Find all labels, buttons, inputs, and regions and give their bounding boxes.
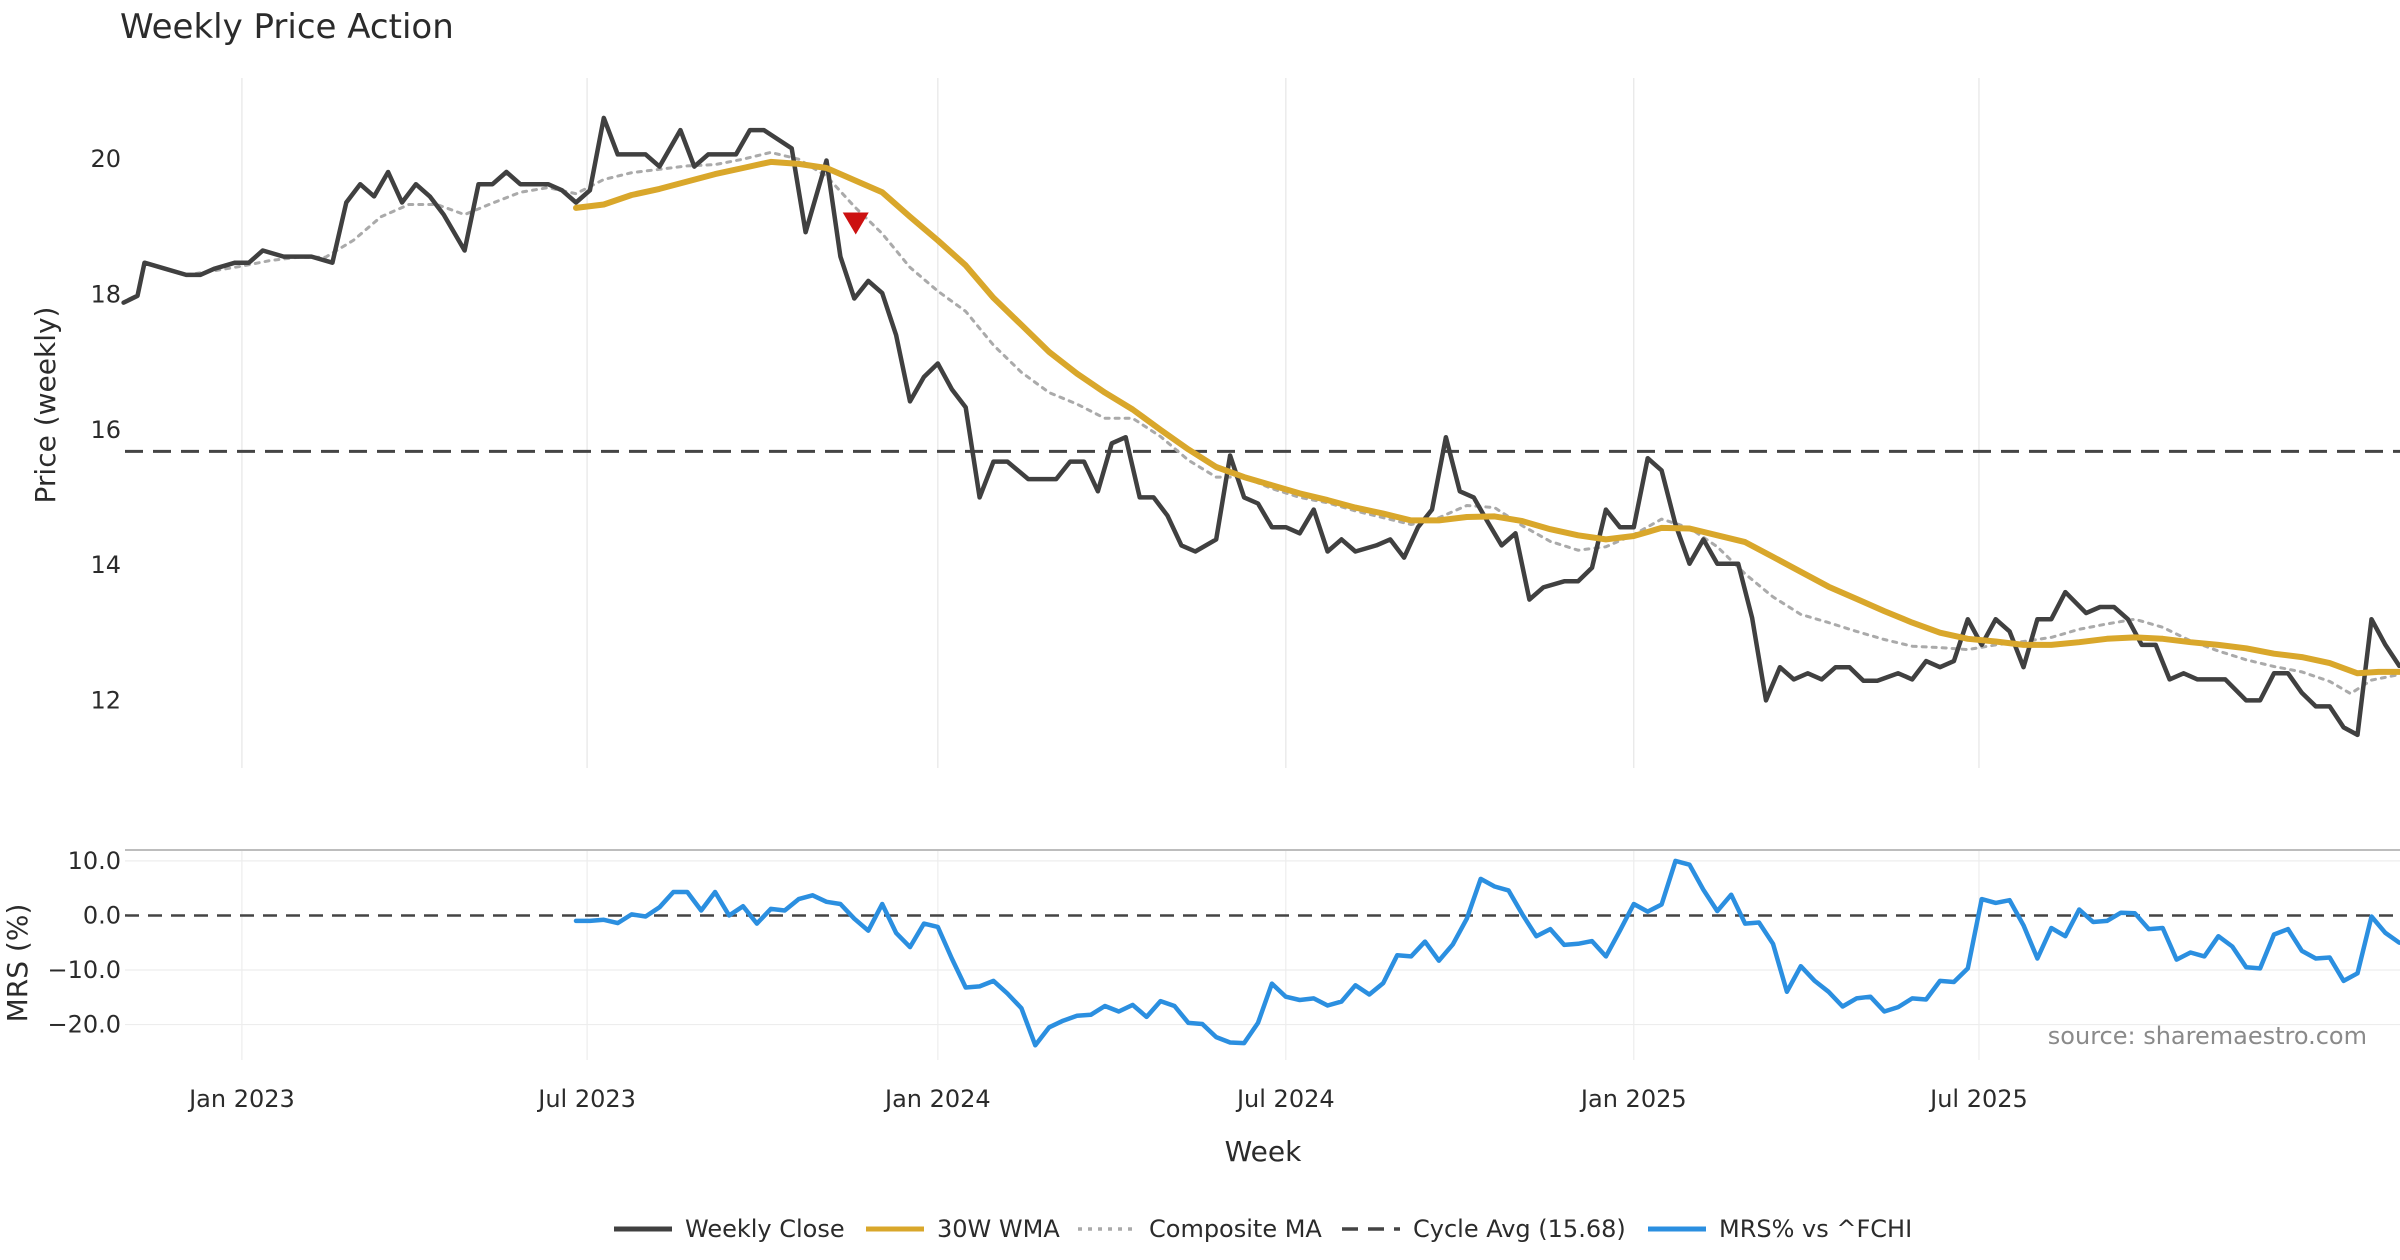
x-tick-label: Jan 2023: [187, 1085, 295, 1113]
series-mrs-vs-fchi: [573, 858, 2400, 1048]
x-tick-label: Jul 2023: [536, 1085, 636, 1113]
mrs-y-tick-label: 0.0: [83, 901, 121, 929]
series-weekly-close: [121, 115, 2400, 738]
x-tick-label: Jan 2024: [883, 1085, 991, 1113]
mrs-y-tick-label: −10.0: [47, 956, 121, 984]
price-y-tick-label: 12: [90, 686, 121, 714]
legend-label: Cycle Avg (15.68): [1413, 1215, 1626, 1243]
x-tick-label: Jul 2024: [1235, 1085, 1335, 1113]
price-y-tick-label: 16: [90, 416, 121, 444]
x-axis: Jan 2023 Jul 2023 Jan 2024 Jul 2024 Jan 2025…: [187, 1085, 2028, 1113]
legend-label: 30W WMA: [937, 1215, 1060, 1243]
x-axis-title: Week: [1225, 1135, 1302, 1168]
price-panel: 12 14 16 18 20: [90, 78, 2400, 768]
chart-title: Weekly Price Action: [120, 7, 454, 47]
chart-legend: Weekly Close 30W WMA Composite MA Cycle Avg…: [614, 1215, 1912, 1243]
price-y-tick-label: 20: [90, 145, 121, 173]
mrs-y-tick-label: −20.0: [47, 1011, 121, 1039]
sell-signal-marker: [842, 212, 869, 235]
legend-label: Weekly Close: [685, 1215, 845, 1243]
mrs-y-tick-label: 10.0: [68, 847, 121, 875]
legend-label: Composite MA: [1149, 1215, 1322, 1243]
legend-label: MRS% vs ^FCHI: [1719, 1215, 1912, 1243]
x-tick-label: Jul 2025: [1928, 1085, 2028, 1113]
series-30w-wma: [573, 158, 2400, 677]
source-note: source: sharemaestro.com: [2048, 1022, 2367, 1050]
price-axis-title: Price (weekly): [29, 307, 62, 504]
x-tick-label: Jan 2025: [1579, 1085, 1687, 1113]
price-y-tick-label: 14: [90, 551, 121, 579]
price-y-tick-label: 18: [90, 280, 121, 308]
mrs-axis-title: MRS (%): [1, 904, 34, 1023]
mrs-panel: −20.0 −10.0 0.0 10.0: [47, 847, 2400, 1060]
